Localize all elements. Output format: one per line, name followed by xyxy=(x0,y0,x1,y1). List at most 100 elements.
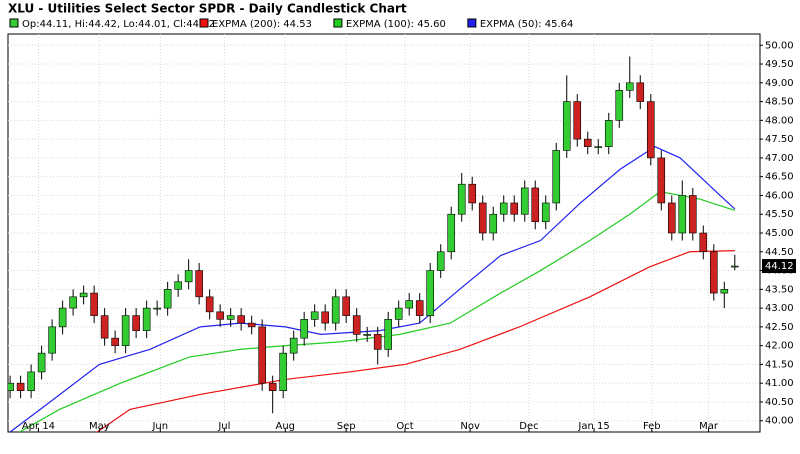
candle-body xyxy=(8,382,14,391)
x-tick-label: Dec xyxy=(519,421,538,432)
candle-body xyxy=(69,296,77,309)
candle-body xyxy=(111,337,119,346)
candle-body xyxy=(331,296,340,324)
legend-swatch xyxy=(333,18,343,28)
y-tick-label: 48.00 xyxy=(765,115,794,126)
candle-body xyxy=(300,319,308,339)
y-tick-label: 44.50 xyxy=(765,247,794,258)
y-tick-label: 47.00 xyxy=(765,153,794,164)
y-tick-label: 42.50 xyxy=(765,322,794,333)
candle-body xyxy=(205,296,214,313)
x-tick-label: Jul xyxy=(217,421,230,432)
candle-body xyxy=(27,371,35,391)
x-tick-label: Apr 14 xyxy=(22,421,55,432)
x-tick-label: Jun xyxy=(151,421,168,432)
legend-label: EXPMA (50): 45.64 xyxy=(480,19,574,30)
candle-body xyxy=(184,270,193,283)
y-tick-label: 45.00 xyxy=(765,228,794,239)
candle-body xyxy=(436,251,445,271)
candle-body xyxy=(709,251,718,294)
candle-body xyxy=(79,292,88,298)
x-tick-label: Oct xyxy=(396,421,413,432)
y-tick-label: 48.50 xyxy=(765,97,794,108)
x-tick-label: Jan 15 xyxy=(577,421,609,432)
y-tick-label: 45.50 xyxy=(765,209,794,220)
candle-body xyxy=(531,187,540,223)
candle-body xyxy=(415,300,424,316)
candle-body xyxy=(615,90,624,121)
candle-body xyxy=(394,307,403,320)
candle-body xyxy=(90,292,98,316)
y-tick-label: 42.00 xyxy=(765,341,794,352)
x-tick-label: Mar xyxy=(699,421,719,432)
candle-body xyxy=(730,265,739,268)
candle-body xyxy=(16,382,25,391)
candle-body xyxy=(142,307,151,331)
x-tick-label: Nov xyxy=(460,421,480,432)
candle-body xyxy=(520,187,529,215)
last-price-box xyxy=(762,259,796,274)
candle-body xyxy=(667,202,676,234)
y-tick-label: 46.00 xyxy=(765,190,794,201)
candle-body xyxy=(447,213,456,253)
y-tick-label: 46.50 xyxy=(765,172,794,183)
legend-swatch xyxy=(199,18,209,28)
candle-body xyxy=(216,311,224,320)
candle-body xyxy=(604,120,613,147)
candle-body xyxy=(363,334,371,336)
candle-body xyxy=(373,334,382,350)
x-tick-label: Feb xyxy=(643,421,661,432)
legend: Op:44.11, Hi:44.42, Lo:44.01, Cl:44.12 E… xyxy=(9,18,574,30)
candle-body xyxy=(657,157,666,204)
candle-body xyxy=(583,138,592,147)
candle-body xyxy=(541,202,550,223)
candle-body xyxy=(58,307,67,328)
y-tick-label: 41.50 xyxy=(765,359,794,370)
y-tick-label: 40.50 xyxy=(765,397,794,408)
candle-body xyxy=(573,101,582,140)
candle-body xyxy=(646,101,655,159)
legend-swatch xyxy=(9,18,19,28)
y-tick-label: 50.00 xyxy=(765,40,794,51)
candle-body xyxy=(321,311,329,324)
candle-body xyxy=(174,281,182,290)
candle-body xyxy=(625,82,634,91)
candle-body xyxy=(510,202,519,215)
y-tick-label: 41.00 xyxy=(765,378,794,389)
candle-body xyxy=(489,213,498,234)
candle-body xyxy=(384,319,393,350)
candle-body xyxy=(100,315,109,339)
candle-body xyxy=(153,307,161,310)
candle-body xyxy=(310,311,319,320)
plot-area xyxy=(7,33,761,433)
y-tick-label: 47.50 xyxy=(765,134,794,145)
candle-body xyxy=(247,322,256,328)
candle-body xyxy=(699,232,708,253)
candle-body xyxy=(342,296,350,316)
y-tick-label: 49.50 xyxy=(765,59,794,70)
ema-line xyxy=(96,250,735,432)
candle-body xyxy=(279,352,287,391)
candle-body xyxy=(688,195,697,234)
candle-body xyxy=(132,315,140,331)
candle-body xyxy=(163,289,172,309)
candle-body xyxy=(720,289,729,294)
candle-body xyxy=(499,202,508,215)
candle-body xyxy=(468,183,477,204)
ema-line xyxy=(19,191,735,432)
candle-body xyxy=(37,352,46,373)
last-price-label: 44.12 xyxy=(765,261,794,272)
candle-body xyxy=(289,337,298,354)
x-tick-label: Aug xyxy=(276,421,296,432)
candle-body xyxy=(552,150,561,204)
candle-body xyxy=(121,315,130,346)
candle-body xyxy=(352,315,361,335)
y-tick-label: 49.00 xyxy=(765,78,794,89)
candle-body xyxy=(48,326,56,354)
candle-body xyxy=(426,270,435,316)
x-tick-label: May xyxy=(89,421,110,432)
legend-label: EXPMA (200): 44.53 xyxy=(212,19,312,30)
candle-body xyxy=(195,270,203,298)
candle-body xyxy=(457,183,466,215)
candle-body xyxy=(226,315,235,320)
